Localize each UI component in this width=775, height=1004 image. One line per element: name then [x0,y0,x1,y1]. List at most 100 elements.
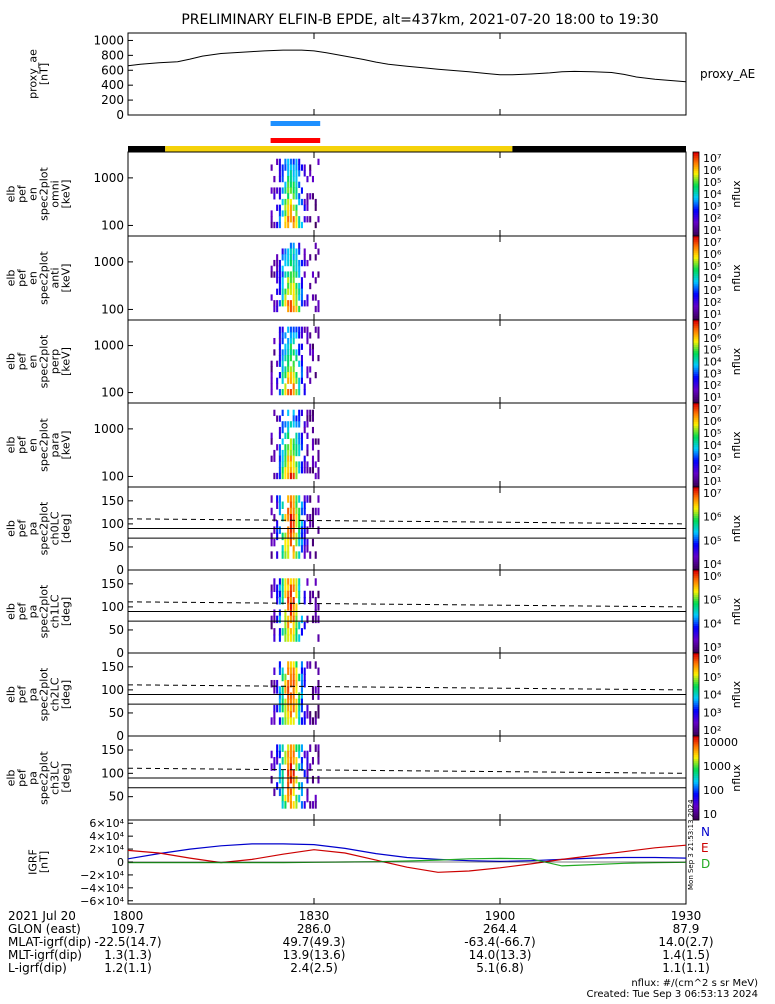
anti-cell [289,254,292,261]
ch2LC-cell [295,686,298,694]
ch1LC-cell [309,590,312,599]
ch1LC-cell [287,596,290,605]
para-cell [298,444,301,451]
ch0LC-cell [309,513,312,522]
perp-cell [281,337,284,345]
ch1LC-cell [287,628,290,636]
ch1LC-cell [289,628,292,636]
anti-colorbar-cell [693,257,699,260]
para-cell [295,467,298,474]
anti-colorbar-cell [693,315,699,319]
ch3LC-colorbar-cell [693,801,699,804]
omni-cell [311,193,314,200]
ch2LC-cell [303,679,306,688]
perp-cell [306,366,309,373]
perp-cell [292,377,295,384]
para-cell [295,461,298,468]
ch2LC-colorbar-cell [693,684,699,687]
omni-colorbar-cell [693,181,699,184]
ch0LC-cell [292,495,295,503]
perp-cell [314,326,317,333]
ch0LC-cell [306,513,309,522]
perp-cell [309,349,312,356]
anti-cell [270,265,273,272]
ch3LC-cell [273,757,276,765]
perp-colorbar-cell [693,332,699,336]
omni-cell [284,221,287,229]
anti-colorbar-cell [693,288,699,292]
anti-colorbar-cell [693,252,699,256]
ch2LC-cell [292,679,295,688]
ch2LC-cell [289,698,292,707]
perp-cell [309,343,312,350]
ch1LC-ylabel-line: elb [5,603,18,620]
ch2LC-cell [298,692,301,700]
ch2LC-cell [317,692,320,700]
para-cell [317,449,320,457]
ch1LC-ytick-label: 100 [101,600,124,614]
ch2LC-cell [292,692,295,700]
omni-cell [284,204,287,211]
ch1LC-ylabel-line: pa [27,605,40,619]
ch1LC-cell [276,590,279,599]
para-cell [306,415,309,422]
ch1LC-colorbar-cell [693,615,699,619]
ch2LC-colorbar-cell [693,692,699,695]
ch2LC-cell [292,661,295,669]
ch1LC-cell [298,590,301,599]
perp-ytick-label: 1000 [93,339,124,353]
ch1LC-colorbar-cell [693,613,699,617]
para-cell [292,409,295,417]
anti-cell [284,300,287,307]
ch3LC-colorbar-cell [693,780,699,783]
omni-cell [303,170,306,177]
perp-colorbar-cell [693,342,699,346]
para-colorbar-cell [693,415,699,419]
omni-cell [292,170,295,177]
omni-cell [309,164,312,171]
anti-cell [292,271,295,278]
omni-cell [270,210,273,217]
omni-colorbar-cell [693,156,699,159]
ephemeris-row-value: 14.0(2.7) [658,935,713,949]
perp-cell [281,389,284,396]
para-cell [303,455,306,462]
ch0LC-cell [292,520,295,528]
ephemeris-row-value: 49.7(49.3) [283,935,346,949]
perp-cell [276,377,279,384]
omni-colorbar-cell [693,164,699,168]
anti-colorbar-tick: 10¹ [703,308,721,321]
anti-colorbar-cell [693,269,699,273]
omni-cell [287,198,290,206]
ch2LC-cell [292,667,295,675]
omni-colorbar-cell [693,160,699,163]
ch1LC-ylabel-line: [deg] [60,597,73,626]
anti-colorbar-cell [693,282,699,285]
para-colorbar-tick: 10⁴ [703,439,722,452]
para-colorbar-cell [693,468,699,471]
ch2LC-cell [309,717,312,725]
ch3LC-colorbar-cell [693,775,699,779]
anti-cell [317,271,320,278]
ch3LC-colorbar-cell [693,813,699,817]
ch1LC-colorbar-cell [693,638,699,642]
ch1LC-colorbar-cell [693,607,699,610]
para-cell [300,438,303,445]
ch3LC-colorbar-cell [693,748,699,752]
ch3LC-colorbar-cell [693,790,699,794]
anti-cell [281,277,284,284]
perp-cell [284,389,287,396]
anti-cell [292,305,295,313]
para-cell [273,455,276,462]
ch1LC-cell [295,621,298,630]
anti-cell [303,271,306,278]
para-colorbar-cell [693,407,699,410]
omni-cell [292,187,295,194]
ch2LC-cell [276,704,279,713]
perp-cell [289,332,292,339]
proxy-ae-legend: proxy_AE [700,67,755,81]
ch0LC-colorbar-cell [693,526,699,529]
ch3LC-colorbar-cell [693,736,699,739]
perp-cell [317,326,320,333]
